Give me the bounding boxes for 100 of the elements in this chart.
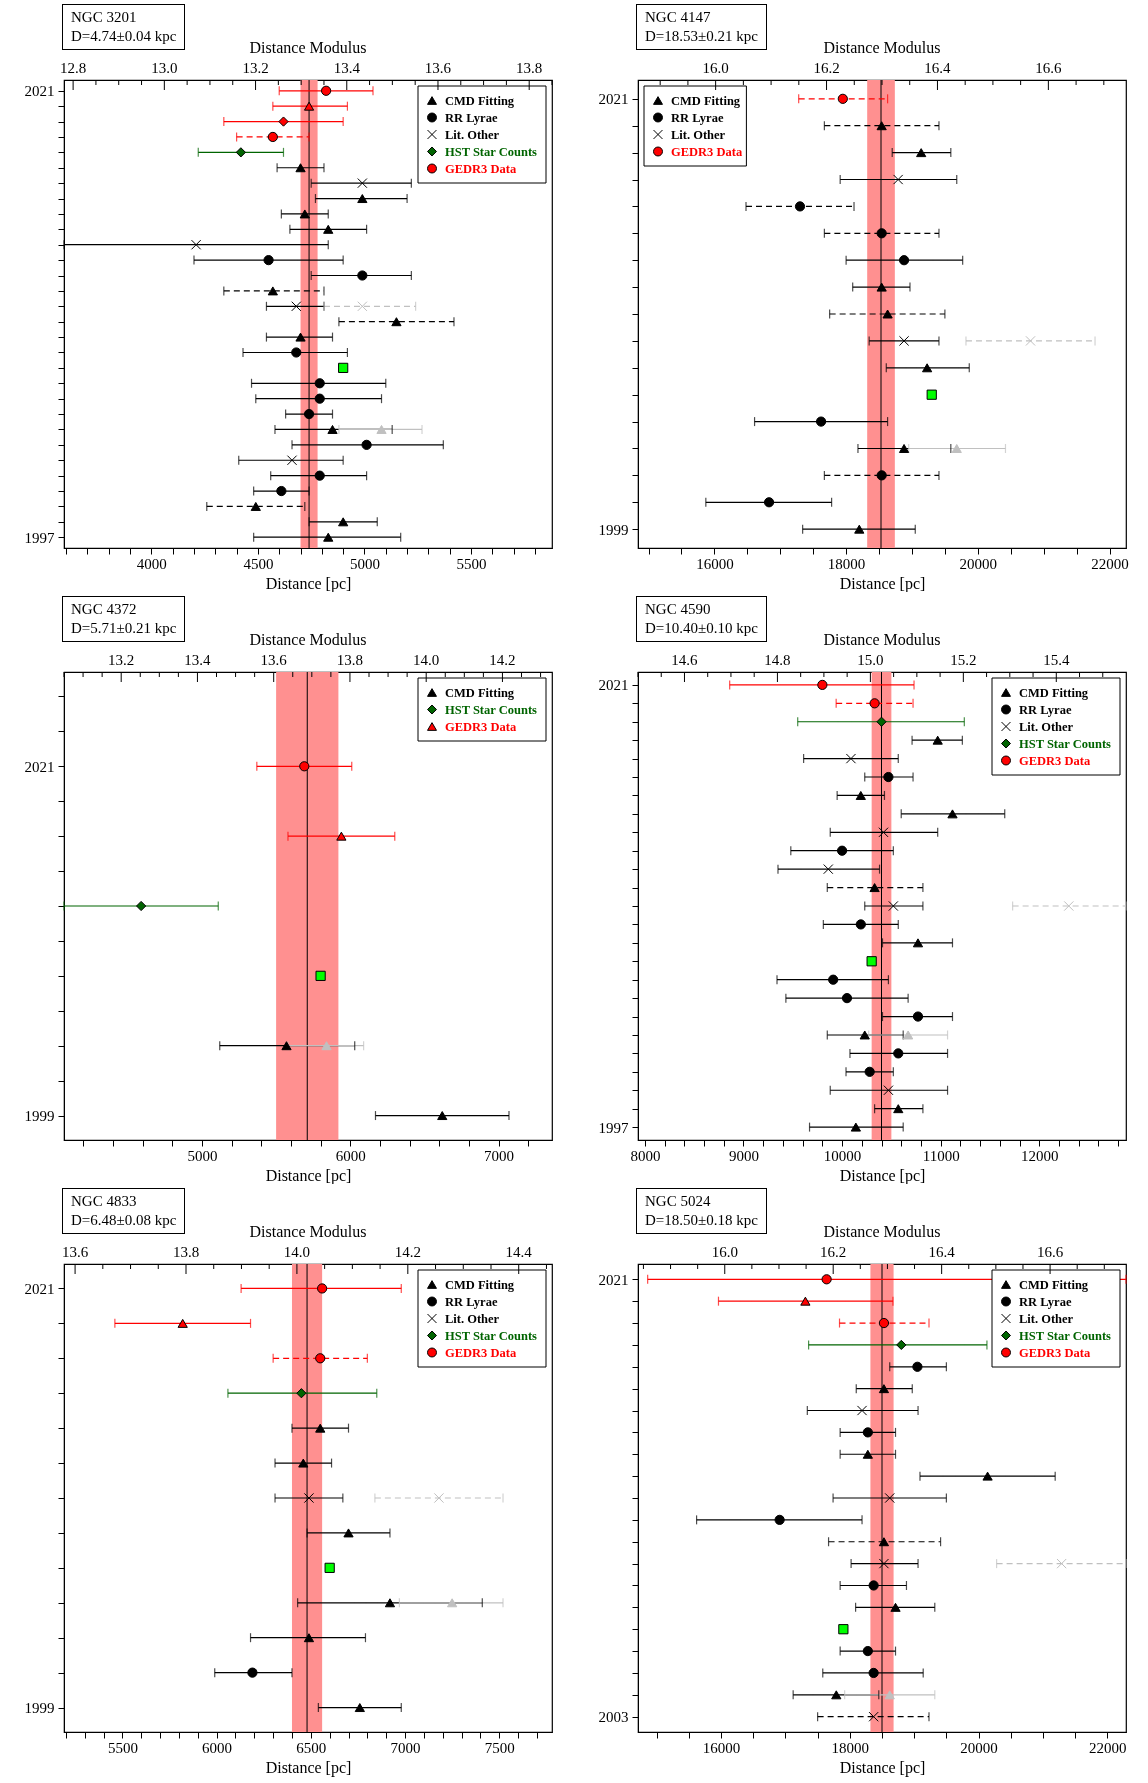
x2-tick-label: 15.0 [857, 652, 884, 668]
point [850, 1122, 861, 1132]
point [357, 301, 368, 312]
point [247, 1667, 258, 1678]
x-axis-title: Distance [pc] [839, 574, 926, 593]
point [869, 883, 880, 893]
point [869, 698, 880, 709]
point [384, 1598, 396, 1608]
point [859, 1030, 870, 1040]
point [868, 1711, 879, 1722]
point [263, 255, 274, 266]
point [299, 209, 310, 219]
point [841, 993, 853, 1004]
point [296, 1388, 307, 1399]
point [882, 309, 893, 319]
y-tick-label: 1997 [598, 1119, 629, 1136]
x2-tick-label: 16.2 [813, 60, 840, 76]
legend-label: CMD Fitting [1019, 685, 1089, 700]
point [884, 1492, 895, 1504]
x-axis-title: Distance [pc] [839, 1758, 926, 1777]
point [391, 317, 402, 327]
point [862, 1427, 873, 1438]
legend-label: CMD Fitting [445, 93, 515, 108]
point [868, 1580, 879, 1591]
point [926, 389, 937, 400]
point [321, 85, 332, 96]
point [317, 1283, 328, 1294]
x-tick-label: 16000 [702, 1739, 741, 1756]
y-tick-label: 2021 [24, 758, 55, 775]
point [303, 1492, 315, 1504]
point [338, 362, 349, 373]
point [800, 1296, 811, 1306]
y-tick-label: 2021 [24, 1280, 55, 1297]
y-tick-label: 1997 [24, 529, 55, 546]
x-tick-label: 6500 [296, 1739, 327, 1756]
point [177, 1318, 188, 1328]
chart-subtitle: D=5.71±0.21 kpc [71, 619, 177, 638]
legend-label: CMD Fitting [1019, 1277, 1089, 1292]
chart-title: NGC 4590 [645, 600, 712, 619]
point [878, 1537, 890, 1547]
point [866, 956, 877, 967]
legend-label: RR Lyrae [1019, 702, 1072, 717]
x-tick-label: 6000 [335, 1147, 366, 1164]
x-tick-label: 18000 [827, 555, 866, 572]
x2-tick-label: 13.2 [242, 60, 269, 76]
point [357, 178, 368, 189]
x-axis-title: Distance [pc] [265, 1758, 352, 1777]
x-tick-label: 20000 [959, 555, 998, 572]
point [836, 845, 848, 856]
point [323, 532, 334, 542]
point [324, 1562, 335, 1573]
x-tick-label: 22000 [1091, 555, 1129, 572]
point [357, 270, 368, 281]
chart-title: NGC 4833 [71, 1192, 138, 1211]
point [876, 470, 887, 481]
point [893, 1104, 904, 1114]
point [354, 1703, 365, 1713]
x2-tick-label: 13.4 [333, 60, 361, 76]
point [876, 228, 887, 239]
point [916, 148, 927, 158]
point [828, 974, 839, 985]
legend-label: CMD Fitting [671, 93, 741, 108]
chart-subtitle: D=18.50±0.18 kpc [645, 1211, 758, 1230]
x-tick-label: 7000 [390, 1739, 421, 1756]
x2-tick-label: 14.2 [489, 652, 516, 668]
y-tick-label: 2021 [24, 83, 55, 100]
legend-label: GEDR3 Data [671, 144, 743, 159]
legend-label: Lit. Other [445, 127, 500, 142]
point [898, 335, 910, 347]
x-tick-label: 11000 [922, 1147, 960, 1164]
x-tick-label: 16000 [696, 555, 734, 572]
x2-tick-label: 14.2 [394, 1244, 421, 1260]
y-tick-label: 2021 [598, 1271, 629, 1288]
x2-axis-title: Distance Modulus [249, 39, 367, 56]
legend-label: Lit. Other [445, 1311, 500, 1326]
legend-label: HST Star Counts [445, 1328, 538, 1343]
point [854, 524, 865, 534]
x2-axis-title: Distance Modulus [249, 631, 367, 648]
point [884, 1690, 895, 1700]
point [298, 1458, 309, 1468]
point [855, 790, 866, 800]
legend-label: HST Star Counts [1019, 736, 1112, 751]
point [837, 93, 848, 104]
x2-tick-label: 14.0 [283, 1244, 311, 1260]
point [343, 1528, 354, 1538]
y-tick-label: 1999 [598, 521, 629, 538]
x2-tick-label: 14.6 [671, 652, 699, 668]
x-tick-label: 5500 [107, 1739, 138, 1756]
y-tick-label: 1999 [24, 1700, 55, 1717]
point [267, 131, 278, 143]
chart-subtitle: D=6.48±0.08 kpc [71, 1211, 177, 1230]
x-axis-title: Distance [pc] [265, 1166, 352, 1185]
point [821, 1274, 832, 1285]
x-tick-label: 8000 [630, 1147, 661, 1164]
point [831, 1690, 842, 1700]
point [361, 439, 372, 450]
point [862, 1449, 873, 1459]
point [338, 517, 349, 527]
legend-label: HST Star Counts [1019, 1328, 1112, 1343]
x2-tick-label: 15.4 [1043, 652, 1070, 668]
